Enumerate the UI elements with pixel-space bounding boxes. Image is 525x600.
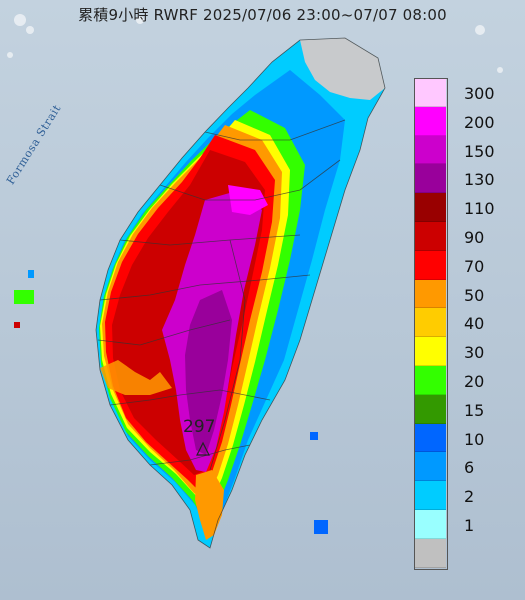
legend-swatch: [414, 164, 446, 194]
legend-item: 6: [412, 452, 522, 482]
legend-item: 300: [412, 78, 522, 107]
max-rain-triangle-icon: [196, 441, 210, 456]
legend-label: 10: [464, 429, 485, 449]
north-dry-area: [300, 38, 385, 100]
legend-item: 200: [412, 106, 522, 136]
legend-item: [412, 538, 522, 568]
legend-item: 1: [412, 510, 522, 539]
legend-swatch: [414, 135, 446, 165]
legend-item: 40: [412, 308, 522, 338]
legend-swatch: [414, 78, 446, 107]
legend-label: 15: [464, 400, 485, 420]
legend-swatch: [414, 394, 446, 424]
legend-swatch: [414, 510, 446, 539]
orchid-island: [314, 520, 328, 534]
legend-swatch: [414, 481, 446, 510]
legend-item: 2: [412, 481, 522, 510]
legend-label: 2: [464, 487, 475, 507]
legend-item: 150: [412, 135, 522, 165]
max-rain-value: 297: [183, 417, 216, 437]
legend-swatch: [414, 250, 446, 280]
legend-label: 50: [464, 285, 485, 305]
taiwan-island: [14, 37, 386, 549]
legend-label: 150: [464, 141, 495, 161]
legend-label: 1: [464, 516, 475, 535]
rainfall-legend: 300 200 150 130 110 90 70 50 40 30 20 15 10 6 2 1: [412, 78, 522, 573]
legend-item: 90: [412, 222, 522, 251]
legend-label: 110: [464, 199, 495, 219]
legend-label: 20: [464, 372, 485, 391]
legend-swatch: [414, 366, 446, 395]
legend-swatch: [414, 337, 446, 366]
legend-label: 6: [464, 458, 475, 478]
legend-item: 110: [412, 193, 522, 222]
legend-item: 30: [412, 337, 522, 366]
map-title: 累積9小時 RWRF 2025/07/06 23:00~07/07 08:00: [78, 6, 447, 24]
legend-swatch: [414, 452, 446, 482]
green-island: [310, 432, 318, 440]
legend-label: 30: [464, 343, 485, 363]
legend-label: 300: [464, 84, 495, 103]
legend-item: 10: [412, 423, 522, 453]
legend-swatch: [414, 308, 446, 338]
penghu-islands: [14, 290, 34, 304]
legend-label: 130: [464, 170, 495, 190]
legend-label: 70: [464, 256, 485, 276]
legend-item: 70: [412, 250, 522, 280]
legend-item: 20: [412, 366, 522, 395]
legend-label: 40: [464, 314, 485, 334]
rain-zone-130: [185, 290, 232, 455]
rain-zone-south: [195, 470, 224, 540]
legend-swatch: [414, 279, 446, 309]
cloud-specks: [7, 14, 503, 73]
legend-swatch: [414, 193, 446, 222]
legend-swatch: [414, 222, 446, 251]
rain-zone-west: [100, 360, 172, 395]
legend-swatch: [414, 538, 446, 568]
legend-label: 200: [464, 112, 495, 132]
legend-swatch: [414, 106, 446, 136]
legend-item: 130: [412, 164, 522, 194]
legend-item: 50: [412, 279, 522, 309]
legend-label: 90: [464, 228, 485, 247]
penghu-island-north: [28, 270, 34, 278]
legend-swatch: [414, 423, 446, 453]
penghu-island-south: [14, 322, 20, 328]
legend-item: 15: [412, 394, 522, 424]
